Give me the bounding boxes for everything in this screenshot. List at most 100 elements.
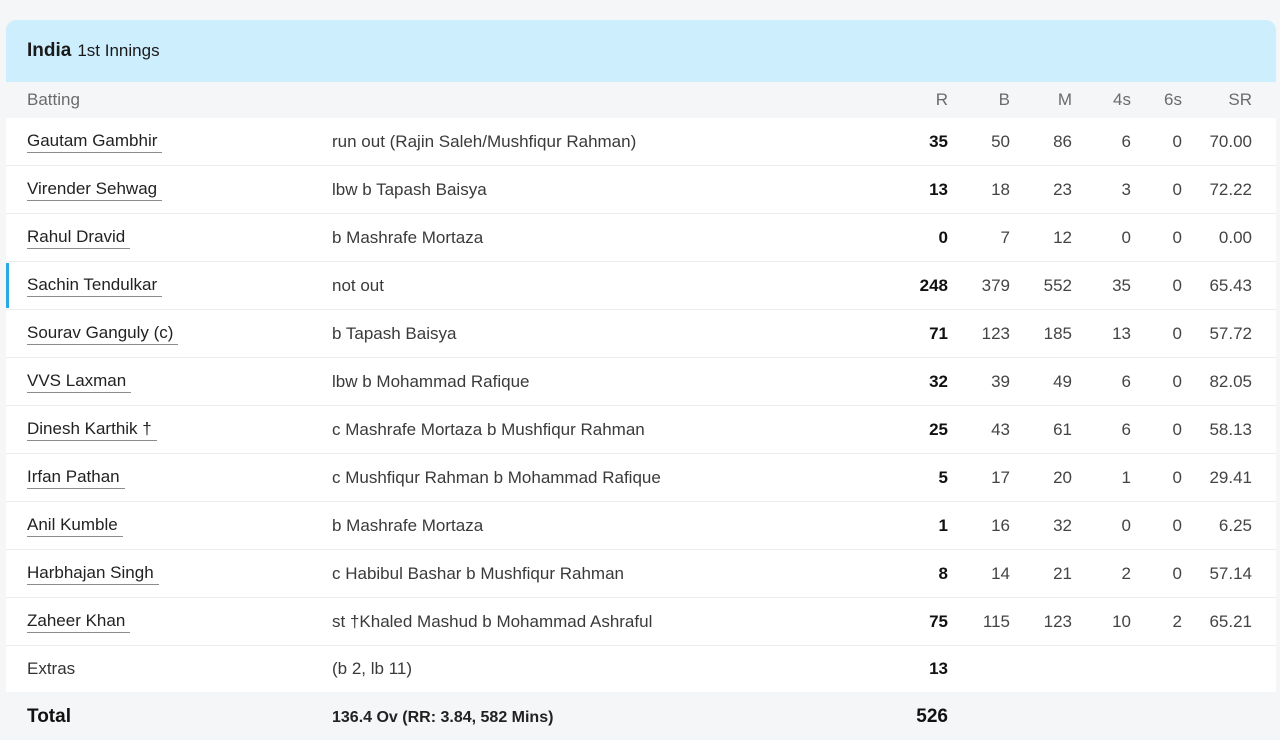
sixes: 0 xyxy=(1172,419,1182,439)
innings-label: 1st Innings xyxy=(77,41,160,60)
strike-rate: 57.72 xyxy=(1209,323,1252,343)
batter-name-link[interactable]: Anil Kumble xyxy=(27,515,123,537)
sixes: 0 xyxy=(1172,275,1182,295)
balls: 39 xyxy=(991,371,1010,391)
batter-name-link[interactable]: Sourav Ganguly (c) xyxy=(27,323,179,345)
header-sixes: 6s xyxy=(1164,90,1182,109)
sixes: 0 xyxy=(1172,563,1182,583)
minutes: 49 xyxy=(1053,371,1072,391)
sixes: 0 xyxy=(1172,131,1182,151)
batter-name-link[interactable]: Dinesh Karthik † xyxy=(27,419,157,441)
strike-rate: 82.05 xyxy=(1209,371,1252,391)
balls: 7 xyxy=(1000,227,1010,247)
sixes: 0 xyxy=(1172,467,1182,487)
fours: 35 xyxy=(1112,275,1131,295)
balls: 123 xyxy=(981,323,1010,343)
strike-rate: 57.14 xyxy=(1209,563,1252,583)
balls: 50 xyxy=(991,131,1010,151)
batter-name-link[interactable]: Gautam Gambhir xyxy=(27,131,163,153)
fours: 6 xyxy=(1121,371,1131,391)
batting-rows: Gautam Gambhir run out (Rajin Saleh/Mush… xyxy=(6,118,1276,740)
balls: 43 xyxy=(991,419,1010,439)
runs: 13 xyxy=(929,179,948,199)
strike-rate: 0.00 xyxy=(1218,227,1252,247)
fours: 10 xyxy=(1112,611,1131,631)
batting-column-header: Batting R B M 4s 6s SR xyxy=(6,82,1276,118)
runs: 32 xyxy=(929,371,948,391)
dismissal-text: b Mashrafe Mortaza xyxy=(332,515,484,535)
dismissal-text: run out (Rajin Saleh/Mushfiqur Rahman) xyxy=(332,131,637,151)
minutes: 123 xyxy=(1043,611,1072,631)
dismissal-text: c Mushfiqur Rahman b Mohammad Rafique xyxy=(332,467,661,487)
dismissal-text: c Mashrafe Mortaza b Mushfiqur Rahman xyxy=(332,419,645,439)
team-name: India xyxy=(27,40,72,61)
minutes: 21 xyxy=(1053,563,1072,583)
batter-name-link[interactable]: Sachin Tendulkar xyxy=(27,275,163,297)
strike-rate: 65.21 xyxy=(1209,611,1252,631)
batter-row: Sourav Ganguly (c) b Tapash Baisya 71 12… xyxy=(6,310,1276,358)
batter-name-link[interactable]: Virender Sehwag xyxy=(27,179,163,201)
batter-row: Dinesh Karthik † c Mashrafe Mortaza b Mu… xyxy=(6,406,1276,454)
fours: 3 xyxy=(1121,179,1131,199)
fours: 2 xyxy=(1121,563,1131,583)
batter-row: Gautam Gambhir run out (Rajin Saleh/Mush… xyxy=(6,118,1276,166)
batter-row: VVS Laxman lbw b Mohammad Rafique 32 39 … xyxy=(6,358,1276,406)
runs: 0 xyxy=(938,227,948,247)
extras-detail: (b 2, lb 11) xyxy=(332,659,413,678)
balls: 379 xyxy=(981,275,1010,295)
header-runs: R xyxy=(935,90,948,109)
dismissal-text: not out xyxy=(332,275,384,295)
fours: 6 xyxy=(1121,131,1131,151)
batter-name-link[interactable]: Zaheer Khan xyxy=(27,611,131,633)
runs: 8 xyxy=(938,563,948,583)
extras-value: 13 xyxy=(929,659,948,678)
header-strike-rate: SR xyxy=(1228,90,1252,109)
sixes: 2 xyxy=(1172,611,1182,631)
header-fours: 4s xyxy=(1113,90,1131,109)
total-value: 526 xyxy=(916,706,948,727)
fours: 0 xyxy=(1121,515,1131,535)
fours: 1 xyxy=(1121,467,1131,487)
batter-name-link[interactable]: Harbhajan Singh xyxy=(27,563,159,585)
strike-rate: 65.43 xyxy=(1209,275,1252,295)
runs: 75 xyxy=(929,611,948,631)
total-row: Total 136.4 Ov (RR: 3.84, 582 Mins) 526 xyxy=(6,692,1276,740)
batter-row-highlighted: Sachin Tendulkar not out 248 379 552 35 … xyxy=(6,262,1276,310)
batter-row: Harbhajan Singh c Habibul Bashar b Mushf… xyxy=(6,550,1276,598)
minutes: 185 xyxy=(1043,323,1072,343)
batter-row: Virender Sehwag lbw b Tapash Baisya 13 1… xyxy=(6,166,1276,214)
batter-row: Anil Kumble b Mashrafe Mortaza 1 16 32 0… xyxy=(6,502,1276,550)
dismissal-text: lbw b Tapash Baisya xyxy=(332,179,487,199)
balls: 14 xyxy=(991,563,1010,583)
header-minutes: M xyxy=(1057,90,1072,109)
runs: 35 xyxy=(929,131,948,151)
batter-row: Zaheer Khan st †Khaled Mashud b Mohammad… xyxy=(6,598,1276,646)
batter-row: Rahul Dravid b Mashrafe Mortaza 0 7 12 0… xyxy=(6,214,1276,262)
batter-name-link[interactable]: Rahul Dravid xyxy=(27,227,131,249)
minutes: 61 xyxy=(1053,419,1072,439)
strike-rate: 29.41 xyxy=(1209,467,1252,487)
runs: 71 xyxy=(929,323,948,343)
batter-name-link[interactable]: VVS Laxman xyxy=(27,371,132,393)
strike-rate: 6.25 xyxy=(1218,515,1252,535)
total-label: Total xyxy=(27,706,71,727)
minutes: 86 xyxy=(1053,131,1072,151)
fours: 13 xyxy=(1112,323,1131,343)
sixes: 0 xyxy=(1172,371,1182,391)
header-balls: B xyxy=(998,90,1010,109)
minutes: 32 xyxy=(1053,515,1072,535)
dismissal-text: c Habibul Bashar b Mushfiqur Rahman xyxy=(332,563,624,583)
dismissal-text: st †Khaled Mashud b Mohammad Ashraful xyxy=(332,611,653,631)
batter-name-link[interactable]: Irfan Pathan xyxy=(27,467,125,489)
innings-header[interactable]: India 1st Innings xyxy=(6,20,1276,82)
batter-row: Irfan Pathan c Mushfiqur Rahman b Mohamm… xyxy=(6,454,1276,502)
sixes: 0 xyxy=(1172,179,1182,199)
sixes: 0 xyxy=(1172,515,1182,535)
balls: 115 xyxy=(982,611,1010,631)
sixes: 0 xyxy=(1172,227,1182,247)
header-batting: Batting xyxy=(27,90,80,109)
strike-rate: 72.22 xyxy=(1209,179,1252,199)
dismissal-text: lbw b Mohammad Rafique xyxy=(332,371,530,391)
runs: 1 xyxy=(938,515,948,535)
sixes: 0 xyxy=(1172,323,1182,343)
